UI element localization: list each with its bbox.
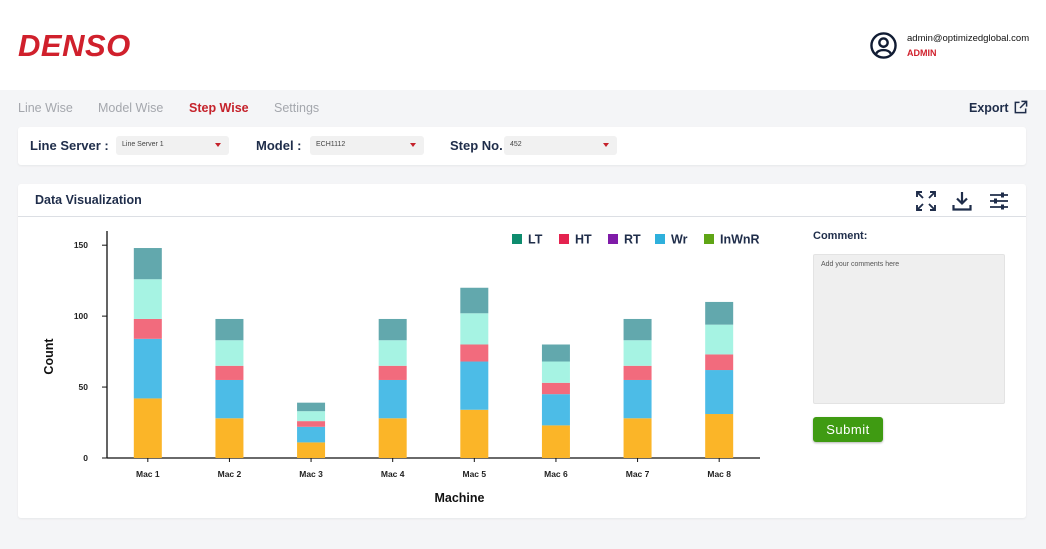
y-tick-label: 50 (79, 382, 89, 392)
line-server-value: Line Server 1 (122, 141, 164, 148)
bar-segment (378, 340, 407, 366)
bar-segment (378, 418, 407, 458)
stacked-bar-chart: 0 50 100 150 Mac 1 Mac 2 Mac 3 Mac 4 Mac 5 Mac 6 M… (42, 231, 760, 505)
x-tick-label: Mac 3 (299, 469, 323, 479)
expand-icon[interactable] (915, 190, 937, 212)
model-value: ECH1112 (316, 141, 346, 148)
bar-segment (133, 248, 162, 280)
bar-segment (297, 402, 326, 412)
bar-segment (215, 365, 244, 380)
bar-segment (460, 361, 489, 410)
bar-segment (460, 344, 489, 362)
legend-swatch (559, 234, 569, 244)
x-tick-label: Mac 8 (707, 469, 731, 479)
export-button[interactable]: Export (969, 101, 1009, 115)
card-divider (18, 216, 1026, 217)
denso-logo[interactable]: DENSO (18, 28, 131, 63)
comment-input[interactable] (813, 254, 1005, 404)
bar-segment (297, 426, 326, 443)
bar-segment (215, 340, 244, 366)
x-tick-label: Mac 6 (544, 469, 568, 479)
filter-bar: Line Server : Line Server 1 Model : ECH1… (18, 127, 1026, 165)
user-role: ADMIN (907, 48, 937, 58)
tab-model-wise[interactable]: Model Wise (98, 101, 164, 115)
bar-segment (460, 409, 489, 458)
bar-segment (378, 379, 407, 419)
legend-label: RT (624, 233, 641, 247)
y-tick-label: 100 (74, 311, 88, 321)
model-select[interactable]: ECH1112 (310, 136, 424, 155)
bar-segment (541, 425, 570, 458)
bar-segment (541, 382, 570, 395)
line-server-label: Line Server : (30, 138, 109, 153)
bar-segment (378, 365, 407, 380)
bar-segment (541, 344, 570, 362)
bar-segment (460, 313, 489, 345)
bar-segment (215, 379, 244, 419)
bar-segment (378, 318, 407, 341)
y-tick-label: 150 (74, 240, 88, 250)
bar-segment (133, 338, 162, 399)
model-label: Model : (256, 138, 302, 153)
bar-segment (297, 421, 326, 427)
bar-segment (541, 394, 570, 426)
legend-swatch (512, 234, 522, 244)
bar-segment (623, 318, 652, 341)
tab-step-wise[interactable]: Step Wise (189, 101, 249, 115)
bar-segment (623, 379, 652, 419)
step-no-label: Step No. (450, 138, 503, 153)
x-tick-label: Mac 5 (463, 469, 487, 479)
bar-segment (297, 442, 326, 458)
legend-swatch (608, 234, 618, 244)
data-visualization-card: Data Visualization 0 50 100 150 Mac 1 Mac 2 Ma… (18, 184, 1026, 518)
bar-segment (623, 418, 652, 458)
filter-sliders-icon[interactable] (988, 190, 1010, 212)
caret-down-icon (603, 143, 609, 147)
bar-segment (705, 324, 734, 355)
bar-segment (133, 318, 162, 339)
y-axis-label: Count (42, 338, 56, 375)
bar-segment (705, 354, 734, 371)
caret-down-icon (215, 143, 221, 147)
bar-segment (623, 365, 652, 380)
external-link-icon[interactable] (1013, 100, 1028, 115)
bar-segment (133, 398, 162, 458)
card-title: Data Visualization (35, 193, 142, 207)
step-no-select[interactable]: 452 (504, 136, 617, 155)
tab-settings[interactable]: Settings (274, 101, 320, 115)
comment-label: Comment: (813, 230, 868, 242)
bar-segment (215, 318, 244, 341)
user-email: admin@optimizedglobal.com (907, 33, 1030, 44)
bar-segment (705, 370, 734, 415)
caret-down-icon (410, 143, 416, 147)
bar-segment (705, 301, 734, 325)
bar-segment (215, 418, 244, 458)
bar-segment (705, 414, 734, 458)
bar-segment (623, 340, 652, 366)
step-no-value: 452 (510, 141, 522, 148)
bar-segment (460, 287, 489, 314)
legend-label: InWnR (720, 233, 760, 247)
tab-line-wise[interactable]: Line Wise (18, 101, 73, 115)
nav-tabs: Line Wise Model Wise Step Wise Settings … (0, 94, 1046, 122)
legend-label: Wr (671, 233, 688, 247)
x-axis-label: Machine (434, 491, 484, 505)
x-tick-label: Mac 4 (381, 469, 405, 479)
app-header: DENSO admin@optimizedglobal.com ADMIN (0, 0, 1046, 90)
bar-segment (541, 361, 570, 383)
legend-swatch (655, 234, 665, 244)
x-tick-label: Mac 2 (218, 469, 242, 479)
x-tick-label: Mac 7 (626, 469, 650, 479)
line-server-select[interactable]: Line Server 1 (116, 136, 229, 155)
legend-swatch (704, 234, 714, 244)
bar-segment (133, 279, 162, 319)
legend-label: HT (575, 233, 592, 247)
bar-segment (297, 411, 326, 422)
x-tick-label: Mac 1 (136, 469, 160, 479)
submit-button[interactable]: Submit (813, 417, 883, 442)
download-icon[interactable] (951, 190, 973, 212)
legend-label: LT (528, 233, 543, 247)
user-circle-icon[interactable] (870, 32, 897, 59)
y-tick-label: 0 (83, 453, 88, 463)
